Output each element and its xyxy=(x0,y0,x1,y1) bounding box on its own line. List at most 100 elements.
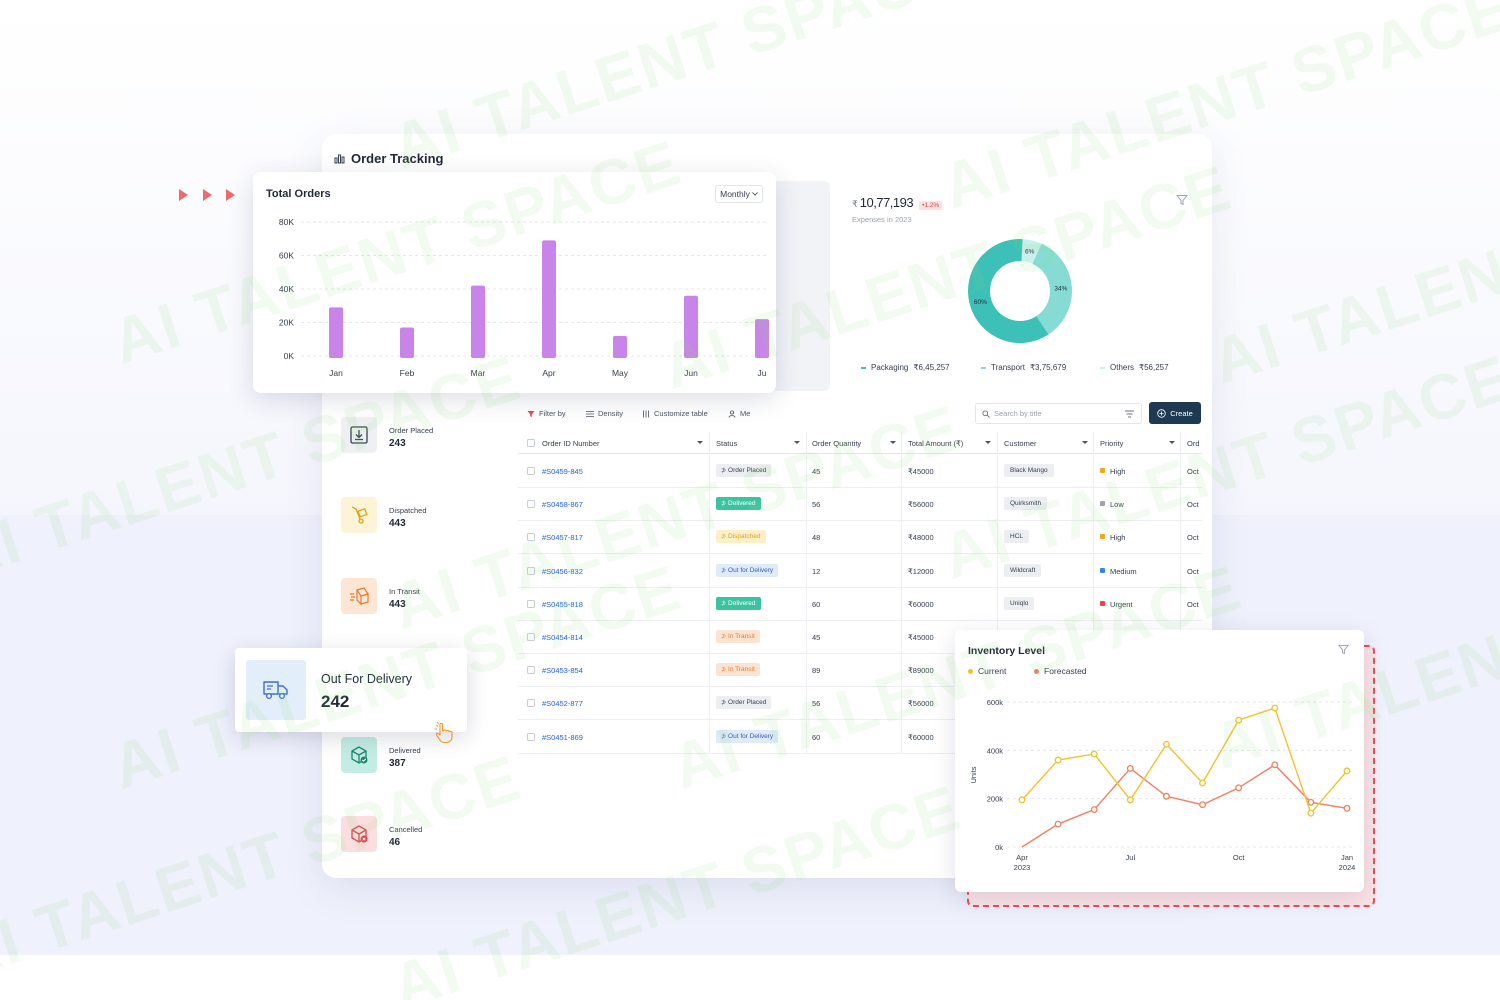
order-id-link[interactable]: #S0458-867 xyxy=(542,500,583,510)
legend-value: ₹3,75,679 xyxy=(1029,363,1067,372)
select-all-checkbox[interactable] xyxy=(527,439,535,447)
table-row[interactable]: #S0457-817 ⊅ Dispatched 48 ₹48000 HCL High Oct xyxy=(518,521,1202,555)
create-button[interactable]: Create xyxy=(1149,402,1201,424)
data-point xyxy=(1199,801,1207,809)
cell-divider xyxy=(1093,521,1094,555)
column-header[interactable]: Order ID Number xyxy=(542,439,600,448)
density-button[interactable]: Density xyxy=(586,409,623,418)
cell-divider xyxy=(997,488,998,522)
hand-truck-icon xyxy=(341,497,377,533)
status-card-in-transit[interactable]: In Transit 443 xyxy=(332,561,508,631)
legend-item: Current xyxy=(968,666,1006,676)
search-placeholder: Search by title xyxy=(994,409,1042,418)
cell-divider xyxy=(901,587,902,621)
cell-divider xyxy=(806,554,807,588)
data-point xyxy=(1307,798,1315,806)
sort-caret-icon[interactable] xyxy=(1169,441,1175,444)
legend-swatch xyxy=(981,366,986,369)
row-checkbox[interactable] xyxy=(527,732,535,741)
filter-by-button[interactable]: Filter by xyxy=(527,409,566,418)
x-tick-label: Jul xyxy=(1126,853,1136,862)
cell-divider xyxy=(1093,554,1094,588)
order-date: Oct xyxy=(1187,500,1199,510)
status-badge: ⊅ Order Placed xyxy=(716,696,772,710)
order-id-link[interactable]: #S0452-877 xyxy=(542,699,583,709)
table-row[interactable]: #S0454-814 ⊅ In Transit 45 ₹45000 xyxy=(518,621,1202,654)
column-header[interactable]: Customer xyxy=(1004,439,1037,448)
order-id-link[interactable]: #S0451-869 xyxy=(542,732,583,742)
bar xyxy=(613,335,627,358)
order-date: Oct xyxy=(1187,599,1199,609)
filter-icon[interactable] xyxy=(1176,194,1188,206)
table-row[interactable]: #S0451-869 ⊅ Out for Delivery 60 ₹60000 xyxy=(518,720,1202,754)
out-for-delivery-card[interactable]: Out For Delivery 242 xyxy=(235,648,467,732)
column-divider xyxy=(1180,432,1181,454)
customize-table-button[interactable]: Customize table xyxy=(642,409,708,418)
order-id-link[interactable]: #S0455-818 xyxy=(542,599,583,609)
row-checkbox[interactable] xyxy=(527,599,535,608)
column-header[interactable]: Ord xyxy=(1187,439,1200,448)
y-tick-label: 60K xyxy=(279,251,294,261)
legend-name: Others xyxy=(1110,363,1135,372)
table-row[interactable]: #S0459-845 ⊅ Order Placed 45 ₹45000 Black Man… xyxy=(518,455,1202,488)
search-icon xyxy=(982,409,990,418)
cell-divider xyxy=(901,554,902,588)
legend-value: ₹6,45,257 xyxy=(913,363,950,372)
status-card-order-placed[interactable]: Order Placed 243 xyxy=(332,400,508,470)
order-id-link[interactable]: #S0457-817 xyxy=(542,533,583,543)
table-row[interactable]: #S0456-832 ⊅ Out for Delivery 12 ₹12000 Wildc… xyxy=(518,554,1202,588)
priority-dot xyxy=(1100,600,1105,606)
sort-icon[interactable] xyxy=(1125,410,1134,418)
customer-tag: HCL xyxy=(1004,530,1030,544)
column-header[interactable]: Status xyxy=(716,439,738,448)
status-card-cancelled[interactable]: Cancelled 46 xyxy=(332,799,508,869)
table-row[interactable]: #S0453-854 ⊅ In Transit 89 ₹89000 xyxy=(518,654,1202,688)
sort-caret-icon[interactable] xyxy=(697,441,703,444)
table-row[interactable]: #S0455-818 ⊅ Delivered 60 ₹60000 Uniqlo Urgent… xyxy=(518,587,1202,621)
data-point xyxy=(1054,756,1062,764)
row-checkbox[interactable] xyxy=(527,699,535,708)
page-title: Order Tracking xyxy=(334,151,443,166)
x-tick-label: Mar xyxy=(471,368,486,378)
row-checkbox[interactable] xyxy=(527,566,535,575)
row-checkbox[interactable] xyxy=(527,633,535,641)
order-id-link[interactable]: #S0459-845 xyxy=(542,467,583,476)
legend-item: Others ₹56,257 xyxy=(1100,363,1169,372)
row-checkbox[interactable] xyxy=(527,533,535,542)
column-header[interactable]: Priority xyxy=(1100,439,1124,448)
column-header[interactable]: Order Quantity xyxy=(812,439,862,448)
sort-caret-icon[interactable] xyxy=(794,441,800,444)
row-checkbox[interactable] xyxy=(527,500,535,509)
sort-caret-icon[interactable] xyxy=(890,441,896,444)
row-checkbox[interactable] xyxy=(527,666,535,675)
period-select[interactable]: Monthly xyxy=(715,185,763,203)
cell-divider xyxy=(901,621,902,654)
cell-divider xyxy=(1180,455,1181,488)
cell-divider xyxy=(997,455,998,488)
cell-divider xyxy=(709,654,710,688)
sort-caret-icon[interactable] xyxy=(1082,441,1088,444)
order-quantity: 45 xyxy=(812,467,821,476)
order-id-link[interactable]: #S0456-832 xyxy=(542,566,583,576)
cell-divider xyxy=(901,654,902,688)
column-header[interactable]: Total Amount (₹) xyxy=(908,439,964,448)
row-checkbox[interactable] xyxy=(527,467,535,475)
placeholder-block xyxy=(770,181,830,391)
table-row[interactable]: #S0458-867 ⊅ Delivered 56 ₹56000 Quirksmith Lo… xyxy=(518,488,1202,522)
column-divider xyxy=(709,432,710,454)
pointer-hand-icon xyxy=(434,721,453,744)
cell-divider xyxy=(997,554,998,588)
sort-caret-icon[interactable] xyxy=(985,441,991,444)
total-orders-bar-chart: 0K 20K 40K 60K 80K Jan Feb Mar Apr May Jun Ju xyxy=(279,217,769,378)
status-badge: ⊅ Order Placed xyxy=(716,464,772,477)
filter-icon[interactable] xyxy=(1338,644,1349,655)
donut-slice xyxy=(1021,239,1042,264)
order-id-link[interactable]: #S0453-854 xyxy=(542,666,583,676)
inventory-title: Inventory Level xyxy=(968,645,1046,657)
search-input[interactable]: Search by title xyxy=(975,403,1142,424)
x-tick-year: 2024 xyxy=(1339,863,1356,872)
cell-divider xyxy=(709,621,710,654)
me-filter-button[interactable]: Me xyxy=(728,409,750,418)
order-id-link[interactable]: #S0454-814 xyxy=(542,633,583,642)
status-card-dispatched[interactable]: Dispatched 443 xyxy=(332,480,508,550)
